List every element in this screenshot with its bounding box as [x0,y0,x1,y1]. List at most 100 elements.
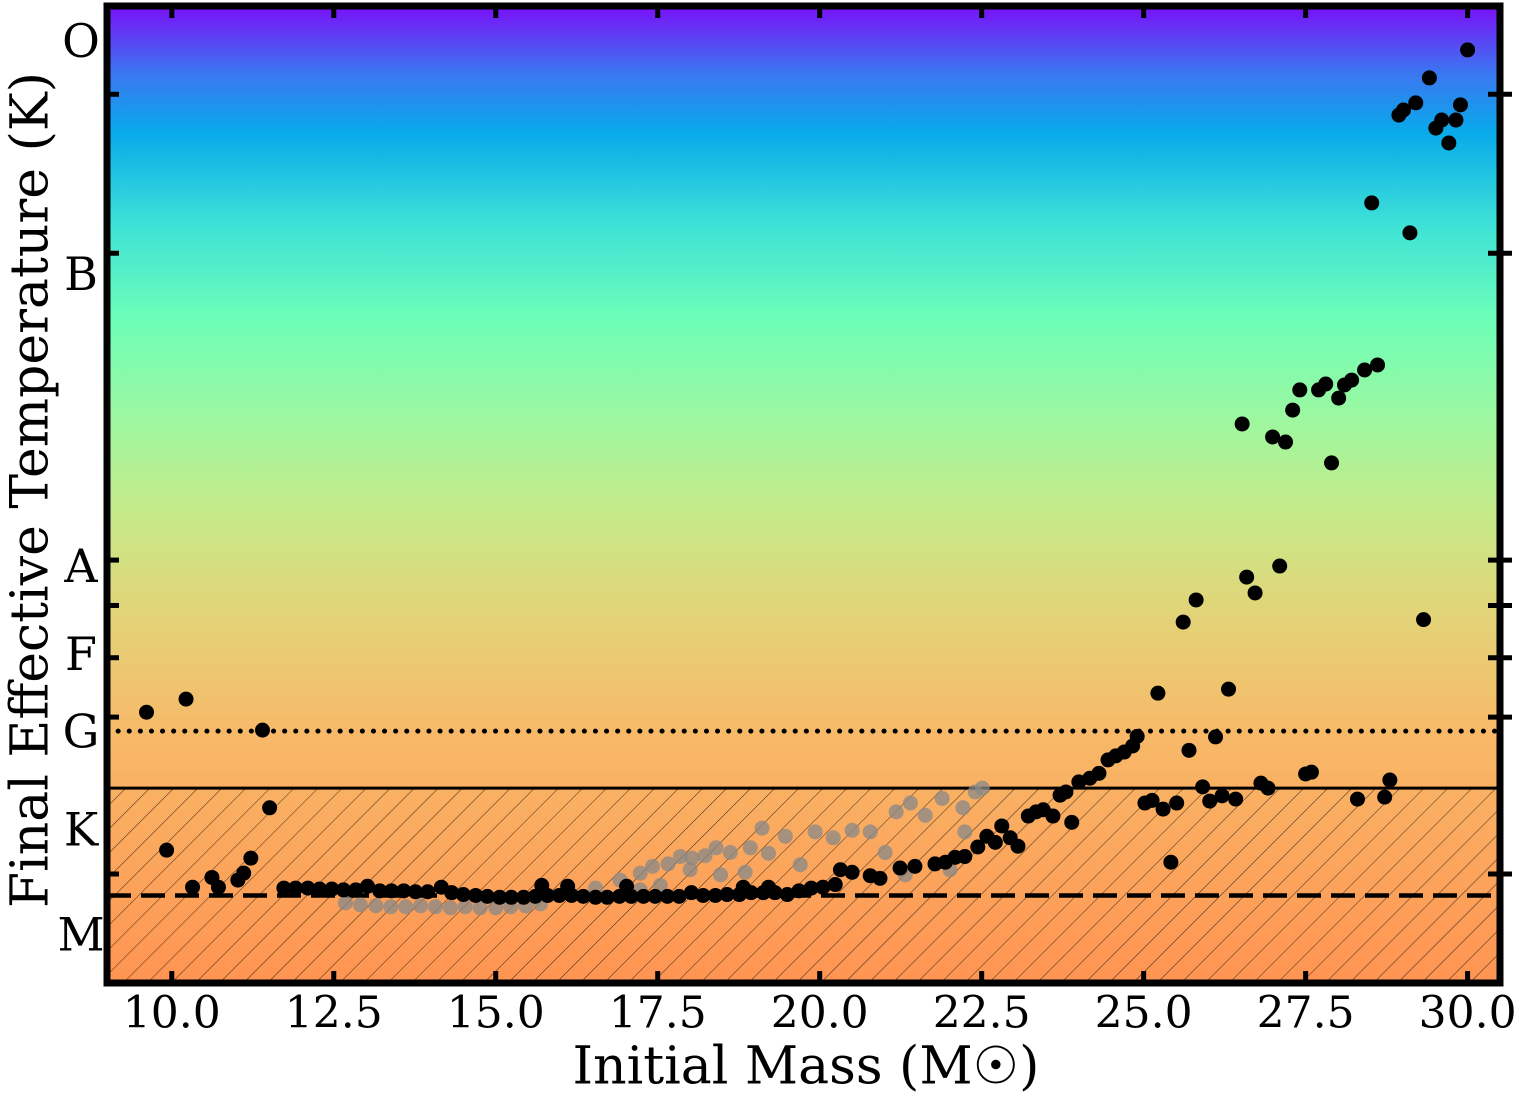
data-point [1265,429,1281,445]
data-point [888,804,904,820]
data-point [312,881,328,897]
data-point [1349,791,1365,807]
data-point [288,880,304,896]
data-point [671,888,687,904]
data-point [742,840,758,856]
data-point [1221,681,1237,697]
data-point [1163,854,1179,870]
data-point [1408,95,1424,111]
data-point [1357,362,1373,378]
axes-layer: 10.0 12.5 15.0 17.5 20.0 22.5 25.0 27.5 30.0 O B AF… [57,6,1517,1039]
data-point [1434,112,1450,128]
data-point [564,887,580,903]
data-point [877,845,893,861]
data-point [957,824,973,840]
data-point [1064,814,1080,830]
data-point [659,888,675,904]
data-point [987,834,1003,850]
points-layer [139,42,1476,916]
data-point [420,884,436,900]
data-point [1175,614,1191,630]
data-point [1364,195,1380,211]
data-point [413,898,429,914]
data-point [1247,585,1263,601]
x-tick-label: 10.0 [123,988,221,1039]
data-point [1239,569,1255,585]
data-point [1382,772,1398,788]
data-point [672,849,688,865]
data-point [623,888,639,904]
data-point [844,864,860,880]
spectral-class-label: B [64,247,98,301]
data-point [743,885,759,901]
data-point [957,849,973,865]
data-point [442,900,458,916]
data-point [807,824,823,840]
data-point [243,850,259,866]
x-tick-label: 27.5 [1257,988,1355,1039]
data-point [1460,42,1476,58]
data-point [707,887,723,903]
data-point [803,880,819,896]
y-axis-label: Final Effective Temperature (K) [1,72,61,908]
data-point [955,800,971,816]
x-tick-label: 12.5 [285,988,383,1039]
spectral-class-label: K [64,802,100,856]
data-point [934,790,950,806]
data-point [1155,801,1171,817]
data-point [1181,742,1197,758]
data-point [1234,416,1250,432]
data-point [1370,357,1386,373]
data-point [300,880,316,896]
spectral-class-label: M [57,907,104,961]
data-point [777,828,793,844]
data-point [1285,402,1301,418]
data-point [1278,434,1294,450]
data-point [1091,765,1107,781]
data-point [1292,382,1308,398]
data-point [1144,792,1160,808]
data-point [1010,838,1026,854]
data-point [588,889,604,905]
data-point [1129,728,1145,744]
data-point [359,878,375,894]
data-point [457,899,473,915]
x-tick-label: 22.5 [933,988,1031,1039]
data-point [1344,372,1360,388]
data-point [1416,612,1432,628]
data-point [503,889,519,905]
spectral-class-label: A [63,539,98,593]
data-point [472,900,488,916]
data-point [1188,592,1204,608]
data-point [1202,793,1218,809]
data-point [444,885,460,901]
data-point [994,818,1010,834]
data-point [139,704,155,720]
data-point [792,857,808,873]
data-point [862,824,878,840]
data-point [713,867,729,883]
data-point [540,887,556,903]
data-point [254,722,270,738]
data-point [697,848,713,864]
data-point [872,870,888,886]
plot-frame [103,2,1504,987]
data-point [767,885,783,901]
data-point [1331,390,1347,406]
spectral-class-label: O [62,14,100,68]
data-point [527,888,543,904]
data-point [575,888,591,904]
data-point [635,888,651,904]
data-point [348,882,364,898]
data-point [1169,795,1185,811]
data-point [779,887,795,903]
data-point [708,840,724,856]
x-tick-label: 15.0 [447,988,545,1039]
data-point [383,883,399,899]
data-point [761,845,777,861]
data-point [815,879,831,895]
data-point [695,887,711,903]
data-point [1303,764,1319,780]
data-point [236,865,252,881]
